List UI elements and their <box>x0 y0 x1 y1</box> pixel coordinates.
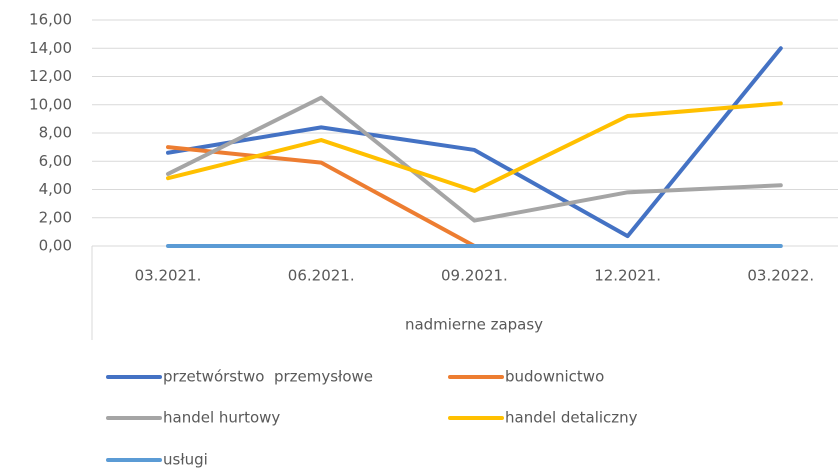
x-tick-label: 03.2022. <box>747 267 814 285</box>
x-tick-label: 12.2021. <box>594 267 661 285</box>
legend-label: budownictwo <box>505 368 604 386</box>
y-tick-label: 6,00 <box>39 152 72 170</box>
series-line <box>166 95 783 223</box>
legend-label: usługi <box>163 451 208 469</box>
y-tick-label: 10,00 <box>29 95 72 113</box>
y-tick-label: 14,00 <box>29 39 72 57</box>
legend-label: przetwórstwo przemysłowe <box>163 368 373 386</box>
legend-label: handel hurtowy <box>163 409 280 427</box>
x-tick-label: 09.2021. <box>441 267 508 285</box>
y-tick-label: 16,00 <box>29 11 72 29</box>
x-tick-label: 06.2021. <box>288 267 355 285</box>
series-line <box>166 46 783 239</box>
x-tick-label: 03.2021. <box>135 267 202 285</box>
series-line <box>166 145 477 248</box>
y-tick-label: 12,00 <box>29 67 72 85</box>
y-tick-label: 0,00 <box>39 237 72 255</box>
y-tick-label: 2,00 <box>39 208 72 226</box>
y-tick-label: 4,00 <box>39 180 72 198</box>
x-axis-title: nadmierne zapasy <box>405 316 543 334</box>
legend-label: handel detaliczny <box>505 409 638 427</box>
series-line <box>166 101 783 193</box>
y-tick-label: 8,00 <box>39 124 72 142</box>
